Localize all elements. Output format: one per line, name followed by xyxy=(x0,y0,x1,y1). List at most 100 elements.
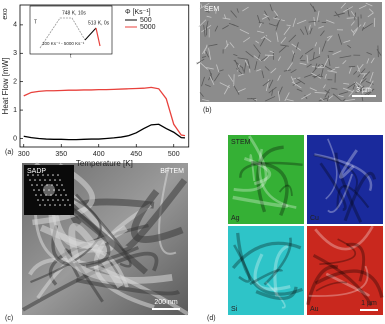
texture xyxy=(343,6,354,13)
texture xyxy=(64,204,66,206)
texture xyxy=(286,24,291,27)
texture xyxy=(42,174,44,176)
texture xyxy=(327,70,337,73)
x-axis-label: Temperature [K] xyxy=(76,159,133,168)
texture xyxy=(223,14,227,19)
texture xyxy=(50,194,52,196)
texture xyxy=(249,154,256,182)
texture xyxy=(209,75,215,86)
texture xyxy=(370,57,375,64)
texture xyxy=(224,43,229,50)
texture xyxy=(255,40,260,44)
texture xyxy=(216,64,220,72)
texture xyxy=(325,272,370,297)
texture xyxy=(312,51,315,60)
texture xyxy=(75,278,181,296)
stem-maps: Ag Cu Si Au STEM 1 µm xyxy=(228,135,384,315)
texture xyxy=(268,86,277,94)
texture xyxy=(200,62,208,70)
texture xyxy=(376,49,382,56)
texture xyxy=(49,179,51,181)
texture xyxy=(278,86,283,96)
texture xyxy=(360,78,367,84)
texture xyxy=(35,194,37,196)
data-line xyxy=(23,86,186,137)
texture xyxy=(264,66,270,71)
inset-profile xyxy=(39,17,86,49)
texture xyxy=(236,68,243,75)
texture xyxy=(357,65,361,72)
element-map xyxy=(228,135,304,224)
texture xyxy=(325,19,335,24)
texture xyxy=(367,12,374,18)
texture xyxy=(269,4,273,12)
texture xyxy=(262,79,271,87)
texture xyxy=(353,24,362,33)
texture xyxy=(335,66,340,69)
texture xyxy=(250,97,257,102)
texture xyxy=(324,74,327,79)
texture xyxy=(350,11,357,19)
texture xyxy=(278,45,287,53)
texture xyxy=(265,281,286,309)
texture xyxy=(121,178,188,252)
texture xyxy=(334,152,363,223)
tem-texture xyxy=(21,161,190,316)
texture xyxy=(286,62,293,71)
texture xyxy=(327,54,331,66)
texture xyxy=(59,179,61,181)
texture xyxy=(304,48,314,55)
texture xyxy=(328,50,334,53)
texture xyxy=(312,64,321,73)
texture xyxy=(49,204,51,206)
texture xyxy=(334,11,340,18)
texture xyxy=(206,67,214,70)
texture xyxy=(198,19,207,28)
element-label: Ag xyxy=(231,215,240,222)
texture xyxy=(260,55,268,62)
legend-title: Φ [Ks⁻¹] xyxy=(125,9,151,16)
texture xyxy=(295,42,299,50)
inset-profile xyxy=(95,27,101,47)
texture xyxy=(320,97,324,101)
texture xyxy=(362,22,366,28)
texture xyxy=(253,44,261,54)
texture xyxy=(312,66,324,69)
texture xyxy=(249,269,284,286)
panel-label: (d) xyxy=(207,315,216,322)
texture xyxy=(280,44,289,47)
texture xyxy=(313,154,358,192)
texture xyxy=(284,92,290,102)
texture xyxy=(36,248,129,299)
texture xyxy=(40,194,42,196)
texture xyxy=(309,55,321,62)
sadp-pattern xyxy=(27,174,71,206)
texture xyxy=(338,95,344,98)
texture xyxy=(214,25,219,32)
texture xyxy=(53,189,55,191)
texture xyxy=(39,204,41,206)
texture xyxy=(352,29,358,36)
inset-axis-label: t xyxy=(70,53,72,59)
texture xyxy=(242,66,244,72)
inset-frame xyxy=(29,5,113,55)
texture xyxy=(291,52,295,62)
texture xyxy=(346,17,355,19)
texture xyxy=(339,55,352,59)
texture xyxy=(314,92,326,94)
texture xyxy=(263,54,270,62)
texture xyxy=(323,57,329,69)
texture xyxy=(325,138,338,200)
texture xyxy=(206,15,212,18)
texture xyxy=(233,135,268,192)
texture xyxy=(326,95,330,102)
texture xyxy=(299,28,305,35)
texture xyxy=(353,70,358,75)
stem-scale-label: 1 µm xyxy=(361,300,377,307)
texture xyxy=(228,74,234,82)
texture xyxy=(313,74,321,79)
y-tick-label: 4 xyxy=(13,22,17,29)
texture xyxy=(199,92,204,98)
texture xyxy=(320,30,325,37)
